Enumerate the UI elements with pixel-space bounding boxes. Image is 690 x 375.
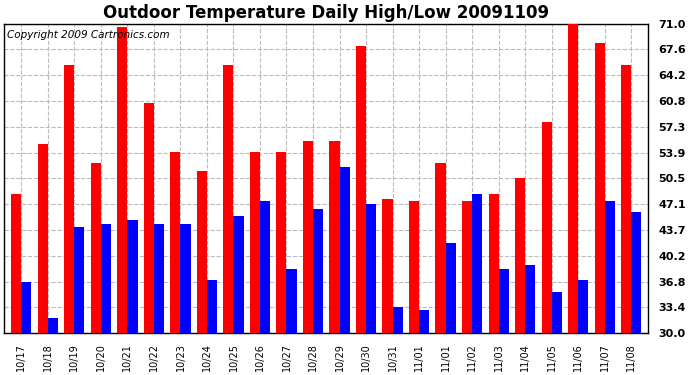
Bar (462, 201, 472, 375)
Bar (542, 122, 551, 375)
Bar (435, 164, 446, 375)
Bar (631, 212, 641, 375)
Bar (144, 103, 154, 375)
Bar (101, 224, 111, 375)
Bar (170, 152, 181, 375)
Bar (446, 243, 455, 375)
Bar (604, 201, 615, 375)
Bar (64, 65, 75, 375)
Bar (329, 141, 339, 375)
Bar (621, 65, 631, 375)
Bar (91, 164, 101, 375)
Bar (117, 27, 128, 375)
Bar (197, 171, 207, 375)
Bar (277, 152, 286, 375)
Bar (382, 199, 393, 375)
Bar (207, 280, 217, 375)
Bar (499, 269, 509, 375)
Bar (339, 167, 350, 375)
Bar (366, 204, 376, 375)
Bar (313, 209, 323, 375)
Bar (11, 194, 21, 375)
Bar (181, 224, 190, 375)
Bar (260, 201, 270, 375)
Bar (48, 318, 58, 375)
Bar (419, 310, 429, 375)
Bar (21, 282, 32, 375)
Title: Outdoor Temperature Daily High/Low 20091109: Outdoor Temperature Daily High/Low 20091… (104, 4, 549, 22)
Bar (595, 43, 604, 375)
Bar (224, 65, 233, 375)
Bar (568, 24, 578, 375)
Bar (233, 216, 244, 375)
Bar (472, 194, 482, 375)
Bar (250, 152, 260, 375)
Bar (75, 228, 84, 375)
Bar (393, 307, 402, 375)
Bar (356, 46, 366, 375)
Bar (551, 292, 562, 375)
Bar (515, 178, 525, 375)
Bar (38, 144, 48, 375)
Bar (154, 224, 164, 375)
Bar (525, 265, 535, 375)
Bar (128, 220, 137, 375)
Bar (409, 201, 419, 375)
Bar (303, 141, 313, 375)
Text: Copyright 2009 Cartronics.com: Copyright 2009 Cartronics.com (8, 30, 170, 40)
Bar (578, 280, 588, 375)
Bar (489, 194, 499, 375)
Bar (286, 269, 297, 375)
